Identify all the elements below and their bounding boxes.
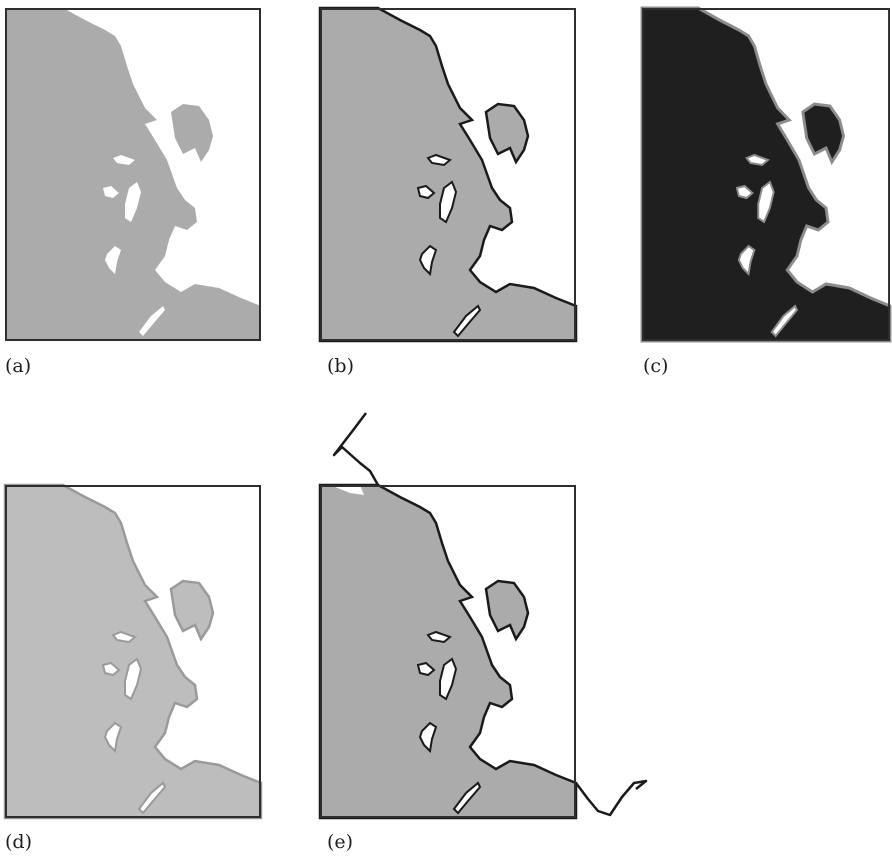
extended-coastline-bottom	[575, 779, 648, 817]
island	[484, 102, 530, 164]
panel-d-figure	[3, 483, 263, 820]
panel-label-c: (c)	[643, 355, 669, 377]
extended-coastline-top	[332, 412, 380, 486]
land-area	[640, 6, 892, 343]
panel-frame	[5, 485, 261, 818]
land-area	[3, 483, 263, 820]
island	[171, 104, 213, 162]
panel-e-figure	[318, 412, 648, 820]
panel-label-e: (e)	[327, 831, 354, 853]
panel-c-figure	[640, 6, 892, 343]
island	[484, 579, 530, 641]
land-area	[318, 483, 578, 820]
panel-frame	[320, 8, 576, 341]
panel-label-d: (d)	[5, 831, 32, 853]
panel-label-a: (a)	[5, 355, 32, 377]
panel-frame	[642, 8, 890, 341]
island	[169, 579, 215, 641]
panel-b-figure	[318, 6, 578, 343]
panel-a-figure	[5, 8, 261, 341]
land-area	[318, 6, 578, 343]
island	[801, 102, 845, 164]
land-area	[5, 8, 261, 341]
panel-frame	[5, 8, 261, 341]
panel-label-b: (b)	[327, 355, 354, 377]
water-notch	[330, 485, 364, 495]
panel-frame	[320, 485, 576, 818]
